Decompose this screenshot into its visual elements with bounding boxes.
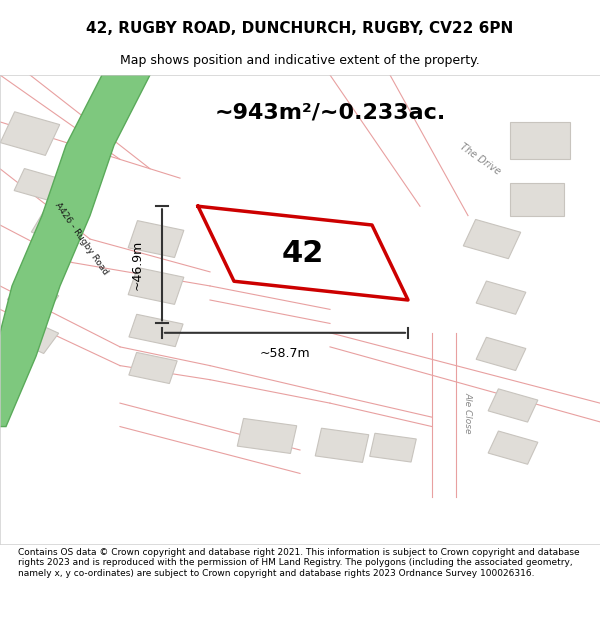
Bar [510, 122, 570, 159]
Bar [463, 219, 521, 259]
Bar [129, 314, 183, 347]
Text: Ale Close: Ale Close [464, 392, 473, 433]
Text: The Drive: The Drive [458, 142, 502, 177]
Text: Contains OS data © Crown copyright and database right 2021. This information is : Contains OS data © Crown copyright and d… [18, 548, 580, 578]
Bar [128, 268, 184, 304]
Text: ~943m²/~0.233ac.: ~943m²/~0.233ac. [214, 102, 446, 122]
Text: Map shows position and indicative extent of the property.: Map shows position and indicative extent… [120, 54, 480, 67]
Bar [31, 211, 77, 244]
Polygon shape [0, 75, 150, 426]
Bar [14, 169, 64, 202]
Text: ~46.9m: ~46.9m [131, 240, 144, 290]
Text: ~58.7m: ~58.7m [260, 347, 310, 360]
Bar [476, 338, 526, 371]
Text: A426 - Rugby Road: A426 - Rugby Road [53, 201, 109, 277]
Bar [128, 221, 184, 258]
Bar [476, 281, 526, 314]
Bar [237, 418, 297, 454]
Bar [488, 389, 538, 422]
Bar [7, 317, 59, 354]
Bar [7, 279, 59, 316]
Bar [315, 428, 369, 462]
Bar [510, 182, 564, 216]
Bar [0, 112, 60, 156]
Bar [129, 352, 177, 384]
Text: 42, RUGBY ROAD, DUNCHURCH, RUGBY, CV22 6PN: 42, RUGBY ROAD, DUNCHURCH, RUGBY, CV22 6… [86, 21, 514, 36]
Bar [370, 433, 416, 462]
Bar [488, 431, 538, 464]
Text: 42: 42 [282, 239, 324, 268]
